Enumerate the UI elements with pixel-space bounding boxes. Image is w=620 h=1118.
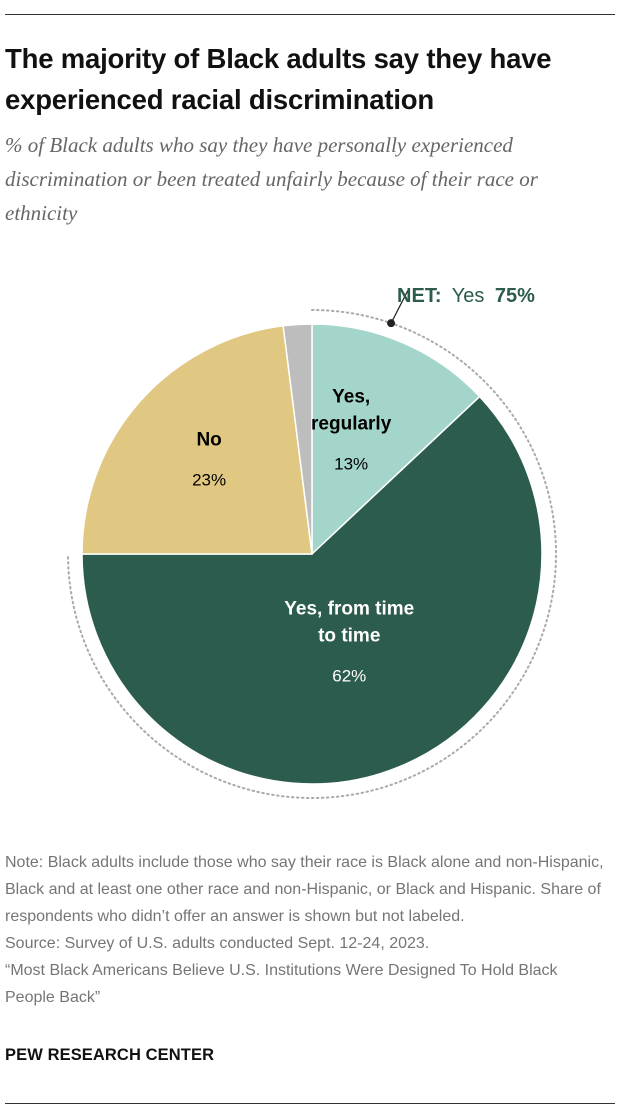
net-label: NET: Yes 75% — [397, 285, 535, 307]
slice-label-no: No — [196, 429, 221, 450]
pie-slices — [81, 323, 543, 785]
slice-label-yes-regularly: regularly — [311, 413, 392, 434]
net-value: 75% — [495, 285, 535, 307]
pie-chart: NET: Yes 75% Yes, regularly 13% Yes, from t… — [67, 285, 557, 799]
footer-note: Note: Black adults include those who say… — [5, 854, 604, 925]
net-label-bold: NET: — [397, 285, 441, 307]
net-leader-dot — [387, 319, 396, 328]
footer-source: Source: Survey of U.S. adults conducted … — [5, 935, 430, 952]
slice-label-yes-regularly: Yes, — [332, 386, 370, 407]
slice-value-no: 23% — [192, 470, 226, 489]
slice-labels: Yes, regularly 13% Yes, from time to time 62%… — [192, 386, 414, 685]
net-label-text: Yes — [452, 285, 485, 307]
brand-logo-text: PEW RESEARCH CENTER — [5, 1046, 215, 1064]
chart-title: The majority of Black adults say they ha… — [5, 43, 552, 115]
bottom-rule — [5, 1103, 615, 1104]
slice-label-yes-from-time-to-time: to time — [318, 626, 380, 647]
net-leader-line — [390, 287, 410, 324]
slice-value-yes-regularly: 13% — [334, 454, 368, 473]
chart-subtitle: % of Black adults who say they have pers… — [5, 133, 538, 225]
pie-slice-yes-from-time-to-time — [81, 395, 543, 785]
slice-value-yes-from-time-to-time: 62% — [332, 667, 366, 686]
net-bracket-arc — [67, 309, 557, 799]
footer: Note: Black adults include those who say… — [5, 849, 610, 1011]
slice-label-yes-from-time-to-time: Yes, from time — [284, 599, 414, 620]
top-rule — [5, 14, 615, 15]
pie-slice-no-answer — [282, 323, 313, 555]
pie-slice-yes-regularly — [311, 323, 481, 556]
pie-slice-no — [81, 324, 313, 555]
footer-report: “Most Black Americans Believe U.S. Insti… — [5, 962, 558, 1006]
